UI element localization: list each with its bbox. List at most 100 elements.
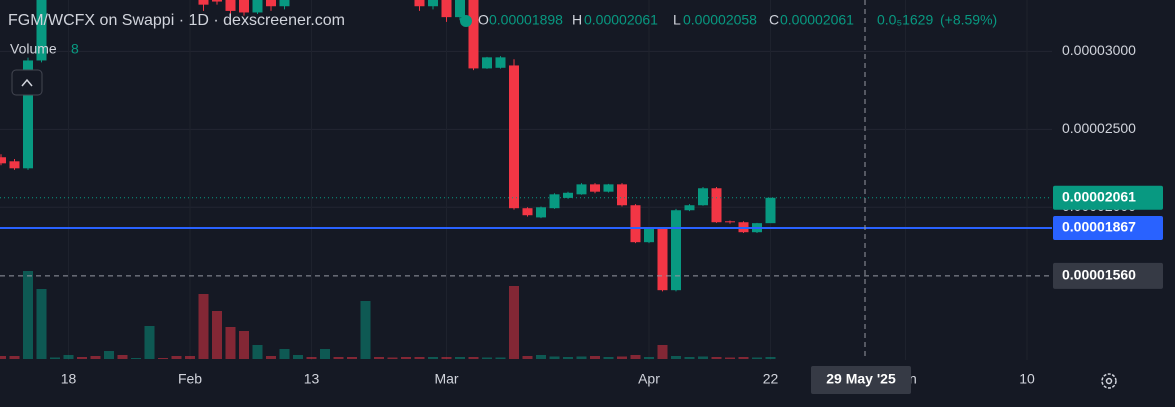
volume-bar (617, 356, 627, 359)
volume-bar (509, 286, 519, 359)
crosshair-x-badge (811, 366, 911, 394)
gear-icon[interactable] (1101, 373, 1117, 389)
candle-body (590, 184, 600, 192)
candle-body (212, 0, 222, 2)
candle-body (684, 205, 695, 211)
volume-bar (171, 356, 182, 359)
volume-bar (333, 357, 344, 359)
volume-bar (306, 357, 317, 359)
ohlc-value: 0.00002061 (780, 12, 854, 28)
ohlc-key: C (769, 12, 779, 28)
candle-body (765, 197, 776, 224)
volume-bar (684, 357, 695, 359)
volume-bar (455, 357, 465, 359)
caret-icon[interactable] (21, 78, 33, 87)
candle-body (279, 0, 290, 7)
volume-bar (50, 357, 60, 359)
volume-bar (671, 356, 681, 359)
volume-bar (0, 356, 6, 359)
candle-body (9, 161, 20, 169)
horizontal-line-label: 0.00001867 (1062, 219, 1136, 235)
ohlc-value: 0.00002061 (584, 12, 658, 28)
change-pct: (+8.59%) (940, 12, 997, 28)
candle-body (428, 0, 438, 7)
candle-body (603, 184, 614, 192)
candle-body (644, 228, 654, 243)
volume-bar (360, 301, 371, 359)
ohlc-key: O (478, 12, 489, 28)
x-tick-label: 22 (763, 371, 779, 387)
candle-body (495, 57, 506, 68)
volume-bar (657, 345, 668, 359)
candle-body (225, 0, 236, 11)
candle-body (576, 184, 587, 195)
candle-body (711, 188, 722, 223)
volume-bar (630, 355, 641, 359)
collapse-button[interactable] (11, 69, 43, 96)
settings-button[interactable] (1101, 373, 1117, 389)
volume-bar (104, 351, 114, 359)
volume-bar (158, 358, 168, 359)
candle-body (671, 210, 681, 291)
crosshair-x-label: 29 May '25 (826, 371, 896, 387)
volume-bar (90, 356, 101, 359)
ohlc-value: 0.00001898 (489, 12, 563, 28)
volume-bar (144, 326, 155, 359)
gear-center[interactable] (1105, 377, 1113, 385)
x-tick-label: 18 (61, 371, 77, 387)
candle-body (23, 60, 33, 169)
candle-body (725, 221, 735, 223)
candle-body (239, 0, 249, 13)
crosshair-y-badge (1053, 262, 1163, 289)
volume-bar (536, 355, 546, 359)
volume-bar (495, 357, 506, 359)
change: 0.0₅1629 (877, 12, 933, 28)
candle-body (698, 188, 708, 206)
volume-bar (414, 357, 425, 359)
volume-value: 8 (71, 41, 79, 57)
volume-bar (347, 357, 357, 359)
x-tick-label: Apr (638, 371, 660, 387)
volume-bar (23, 271, 33, 359)
candle-body (414, 0, 425, 7)
candle-body (536, 207, 546, 218)
volume-bar (239, 331, 249, 359)
candle-body (657, 228, 668, 291)
candle-body (549, 194, 560, 209)
volume-bar (252, 345, 263, 359)
status-dot (460, 15, 472, 27)
horizontal-line-badge (1053, 216, 1163, 240)
volume-bar (482, 357, 492, 359)
volume-bar (266, 356, 276, 359)
candle-body (198, 0, 209, 5)
volume-bar (225, 327, 236, 359)
volume-bar (374, 357, 384, 359)
volume-bar (9, 356, 20, 359)
volume-bar (441, 357, 452, 359)
volume-bar (563, 357, 573, 359)
last-price-label: 0.00002061 (1062, 188, 1136, 204)
volume-bar (117, 355, 128, 359)
candle-body (630, 205, 641, 243)
button-frame[interactable] (11, 69, 43, 96)
crosshair-y-label: 0.00001560 (1062, 267, 1136, 283)
candle-body (36, 0, 47, 61)
last-price-badge (1053, 185, 1163, 210)
volume-bar (198, 294, 209, 359)
volume-bar (428, 357, 438, 359)
volume-bar (698, 356, 708, 359)
x-tick-label: Mar (434, 371, 458, 387)
ohlc-key: L (673, 12, 681, 28)
legend: FGM/WCFX on Swappi · 1D · dexscreener.co… (8, 12, 997, 96)
candle-body (252, 0, 263, 13)
candle-body (266, 0, 276, 7)
volume-bar (63, 355, 74, 359)
volume-bar (212, 311, 222, 359)
x-tick-label: 10 (1019, 371, 1035, 387)
candle-body (563, 192, 573, 198)
x-tick-label: 13 (304, 371, 320, 387)
overlay (0, 0, 1052, 360)
plot-area (0, 0, 776, 359)
volume-bar (603, 357, 614, 359)
